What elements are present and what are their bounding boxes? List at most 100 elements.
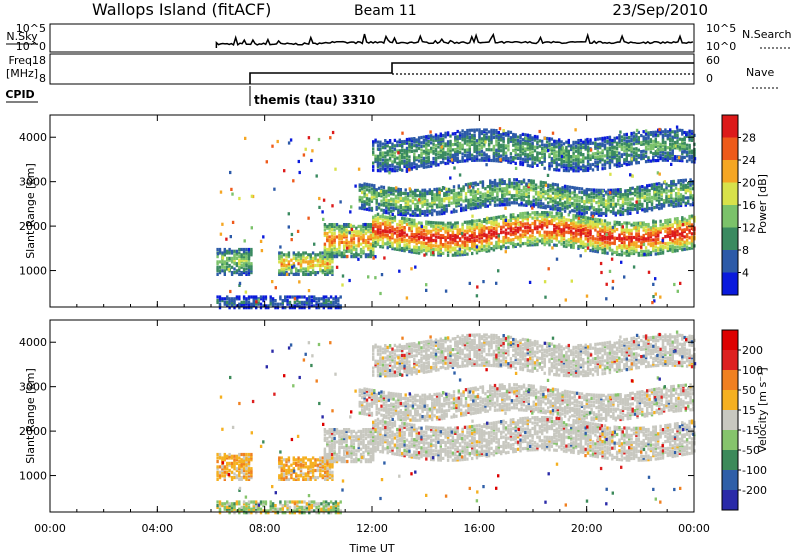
power-cell <box>223 269 226 273</box>
power-cell <box>415 231 418 235</box>
power-cell <box>463 139 467 143</box>
power-cell <box>282 260 286 264</box>
power-cell <box>654 220 657 224</box>
power-cell <box>611 230 614 235</box>
power-cell <box>476 202 480 206</box>
power-cell <box>573 186 576 190</box>
power-cell <box>629 186 632 191</box>
power-cell <box>565 223 568 227</box>
power-cell <box>316 260 320 264</box>
power-cell <box>382 192 386 197</box>
power-cell <box>635 150 638 154</box>
power-cell <box>326 272 329 276</box>
power-cell <box>454 237 457 241</box>
power-cell <box>345 231 348 236</box>
power-cell <box>309 258 312 262</box>
power-cell <box>467 200 470 204</box>
power-cell <box>226 262 229 266</box>
power-cell <box>532 195 535 199</box>
power-cell <box>609 204 613 208</box>
power-cell <box>304 260 307 264</box>
power-cell <box>480 229 484 233</box>
power-cell <box>401 216 404 220</box>
power-cell <box>473 248 476 252</box>
power-cell <box>357 244 360 248</box>
power-cell <box>417 226 421 230</box>
power-cell <box>396 149 399 153</box>
power-cell <box>365 197 369 201</box>
power-cell <box>392 189 395 193</box>
power-cell <box>670 203 673 207</box>
power-cell <box>529 234 532 238</box>
power-cell <box>615 150 619 154</box>
power-cell <box>461 242 464 246</box>
power-cell <box>449 225 452 229</box>
power-cell <box>463 148 467 152</box>
power-cell <box>690 216 694 220</box>
power-cell <box>455 209 458 213</box>
power-cell <box>374 159 377 164</box>
power-cell <box>478 225 481 230</box>
power-cell <box>592 190 596 194</box>
power-cell <box>485 237 488 241</box>
power-cell <box>386 246 389 250</box>
power-cell <box>471 153 474 157</box>
power-cell <box>624 189 627 193</box>
power-cell <box>619 196 622 201</box>
power-cell <box>361 203 364 207</box>
power-cell <box>399 198 402 202</box>
power-cell <box>607 188 610 192</box>
power-cell <box>504 223 508 227</box>
power-cell <box>514 228 517 232</box>
power-cell <box>652 145 655 149</box>
power-cell <box>335 223 339 227</box>
power-cell <box>508 192 511 196</box>
power-cell <box>479 198 482 202</box>
power-cell <box>514 142 517 146</box>
power-cell <box>604 208 608 212</box>
power-cell <box>577 160 580 164</box>
power-cell <box>413 245 416 249</box>
power-cell <box>632 131 636 135</box>
power-cell <box>230 297 234 301</box>
power-cell <box>500 149 503 153</box>
power-cell <box>333 251 336 255</box>
power-cell <box>426 213 429 217</box>
power-cell <box>303 300 306 304</box>
power-cell <box>585 207 588 211</box>
power-cell <box>480 236 484 240</box>
power-cell <box>661 249 665 253</box>
power-cell <box>594 157 597 161</box>
power-cell <box>401 225 404 229</box>
power-cell <box>463 249 467 253</box>
power-cell <box>666 234 669 238</box>
power-cell <box>485 158 488 162</box>
power-cell <box>526 153 529 157</box>
power-cell <box>338 246 341 250</box>
power-cell <box>404 207 407 212</box>
power-cell <box>483 128 486 132</box>
power-cell <box>572 226 575 230</box>
power-cell <box>572 238 575 242</box>
power-cell <box>466 247 469 251</box>
power-cell <box>421 202 424 207</box>
power-cell <box>625 132 628 136</box>
power-cell <box>449 152 452 156</box>
power-cell <box>584 233 587 237</box>
power-cell <box>369 246 372 250</box>
power-cell <box>589 232 592 237</box>
power-cell <box>455 191 458 196</box>
power-cell <box>440 188 444 192</box>
power-cell <box>355 244 358 248</box>
power-cell <box>484 187 487 191</box>
power-cell <box>545 218 549 222</box>
power-cell <box>536 153 539 157</box>
power-cell <box>486 199 489 203</box>
power-cell <box>555 226 558 230</box>
power-cell <box>688 246 691 251</box>
power-cell <box>472 206 475 210</box>
power-cell <box>487 139 491 143</box>
power-cell <box>456 129 459 134</box>
power-cell <box>247 267 251 271</box>
power-cell <box>549 198 552 202</box>
